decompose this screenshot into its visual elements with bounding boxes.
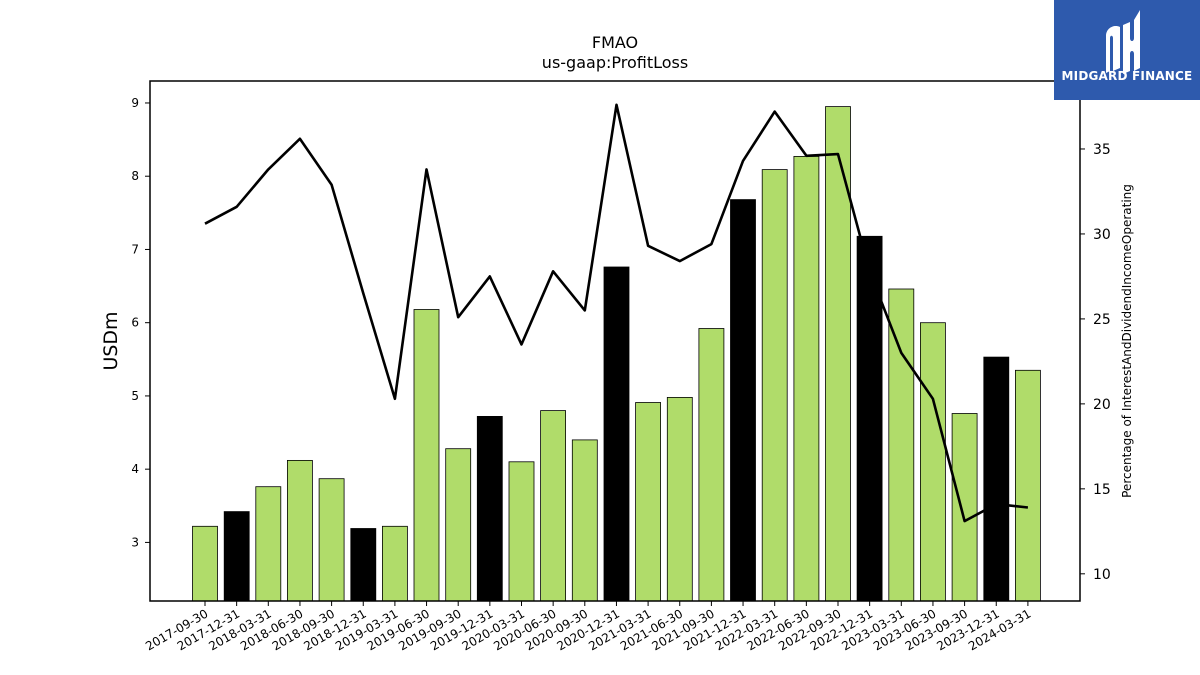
bar-2021-03-31 xyxy=(635,402,661,602)
y2-tick-label: 15 xyxy=(1093,482,1111,498)
bar-2018-03-31 xyxy=(255,486,282,602)
bar-2022-12-31 xyxy=(856,235,883,602)
line-series-path xyxy=(204,103,1029,523)
bar-2019-09-30 xyxy=(445,448,472,602)
y-tick-label: 4 xyxy=(131,462,139,476)
y-tick-label: 7 xyxy=(131,242,139,256)
bar-2018-12-31 xyxy=(350,528,377,602)
bar-2022-03-31 xyxy=(761,169,788,602)
line-series xyxy=(204,103,1029,523)
brand-logo: MIDGARD FINANCE xyxy=(1054,0,1200,100)
bar-2022-06-30 xyxy=(793,155,820,602)
plot-frame xyxy=(149,80,1081,602)
bar-2023-09-30 xyxy=(951,413,978,602)
y-tick-label: 3 xyxy=(131,535,139,549)
y-tick-label: 9 xyxy=(131,96,139,110)
bar-2023-03-31 xyxy=(888,288,915,602)
bar-2017-12-31 xyxy=(223,511,250,602)
bar-2021-12-31 xyxy=(730,199,756,602)
logo-mark-icon xyxy=(1106,10,1140,74)
bar-2019-12-31 xyxy=(476,415,503,602)
y-axis-left: 3 4 5 6 7 8 9 xyxy=(131,96,150,549)
bar-2023-06-30 xyxy=(920,322,946,602)
y-tick-label: 6 xyxy=(131,316,139,330)
y-tick-label: 5 xyxy=(131,389,139,403)
y-axis-right: 10 15 20 25 30 35 xyxy=(1080,142,1111,583)
bar-2022-09-30 xyxy=(825,106,851,602)
x-axis: 2017-09-302017-12-312018-03-312018-06-30… xyxy=(143,601,1033,653)
bar-2021-06-30 xyxy=(666,396,693,602)
bar-2020-03-31 xyxy=(508,461,535,602)
y2-tick-label: 20 xyxy=(1093,397,1111,413)
y-axis-label: USDm xyxy=(100,311,122,370)
bar-2018-09-30 xyxy=(318,478,345,602)
bar-2020-12-31 xyxy=(603,266,630,602)
bar-2020-06-30 xyxy=(540,410,566,602)
bar-2020-09-30 xyxy=(571,439,598,602)
bar-series xyxy=(192,106,1041,602)
bar-2023-12-31 xyxy=(983,356,1010,602)
bar-2021-09-30 xyxy=(698,328,725,602)
y2-tick-label: 10 xyxy=(1093,567,1111,583)
bar-2017-09-30 xyxy=(192,525,218,602)
y-tick-label: 8 xyxy=(131,169,139,183)
chart-subtitle: us-gaap:ProfitLoss xyxy=(542,53,688,72)
chart-title: FMAO xyxy=(592,33,638,52)
bar-2019-03-31 xyxy=(381,525,408,602)
bar-2018-06-30 xyxy=(286,459,313,602)
bar-2019-06-30 xyxy=(413,309,440,602)
y2-tick-label: 30 xyxy=(1093,227,1111,243)
bar-2024-03-31 xyxy=(1015,369,1041,602)
y2-tick-label: 35 xyxy=(1093,142,1111,158)
y2-axis-label: Percentage of InterestAndDividendIncomeO… xyxy=(1120,184,1134,498)
logo-text: MIDGARD FINANCE xyxy=(1061,69,1193,83)
y2-tick-label: 25 xyxy=(1093,312,1111,328)
